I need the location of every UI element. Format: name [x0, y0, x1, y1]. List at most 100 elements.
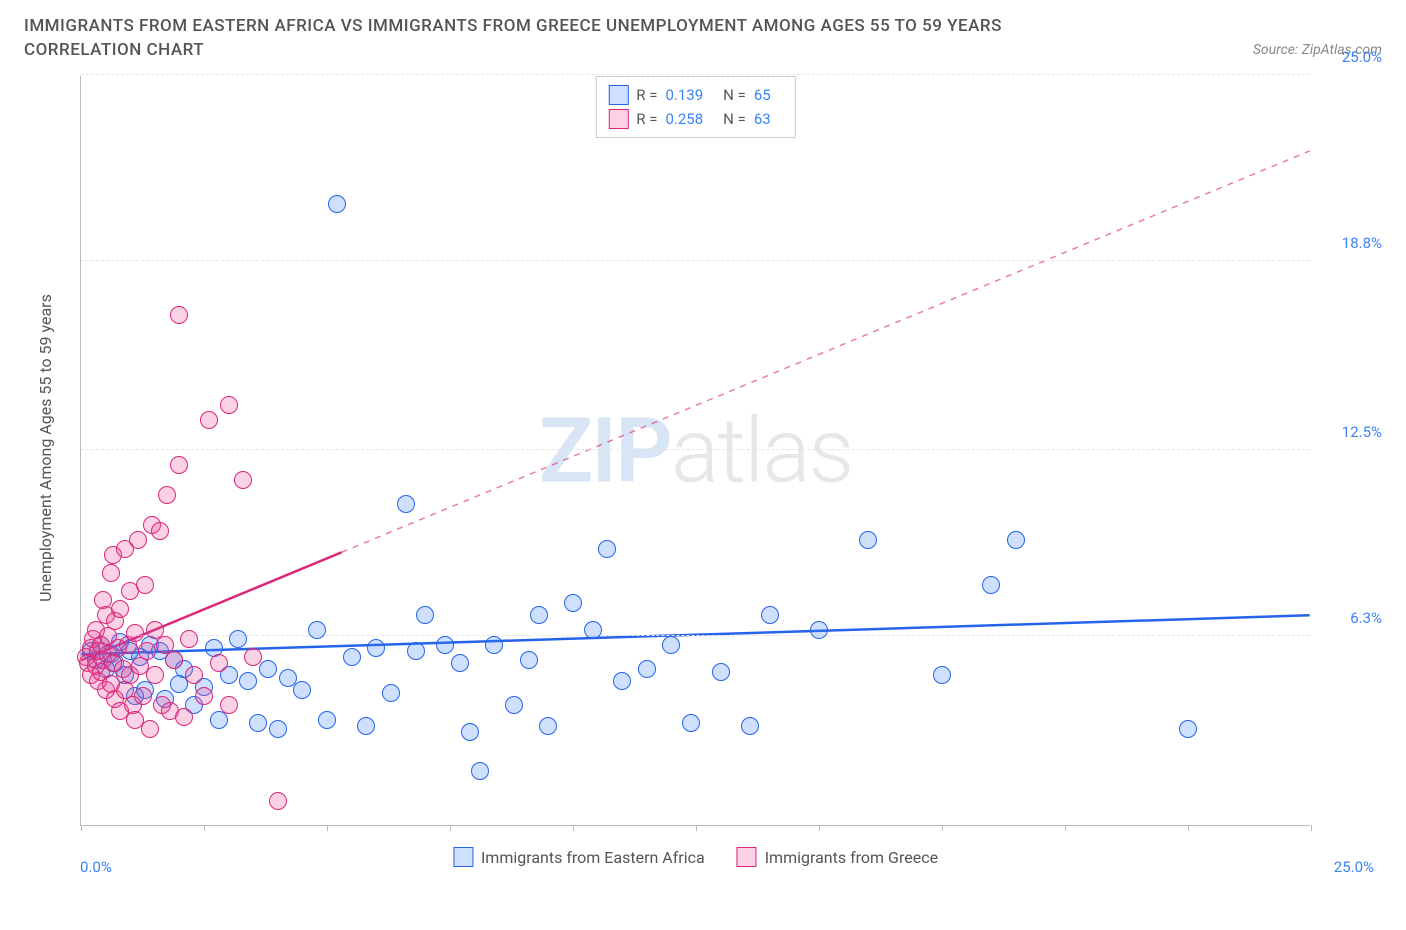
data-point — [249, 714, 267, 732]
gridline — [81, 635, 1310, 636]
data-point — [239, 672, 257, 690]
x-axis-min-label: 0.0% — [80, 858, 112, 876]
data-point — [129, 531, 147, 549]
data-point — [195, 687, 213, 705]
data-point — [175, 708, 193, 726]
data-point — [520, 651, 538, 669]
data-point — [269, 792, 287, 810]
data-point — [761, 606, 779, 624]
legend-label-series-1: Immigrants from Eastern Africa — [481, 848, 705, 867]
data-point — [471, 762, 489, 780]
data-point — [933, 666, 951, 684]
data-point — [141, 720, 159, 738]
data-point — [244, 648, 262, 666]
data-point — [180, 630, 198, 648]
x-tick-mark — [1311, 825, 1312, 831]
x-tick-mark — [204, 825, 205, 831]
data-point — [220, 696, 238, 714]
legend-swatch-series-1 — [608, 85, 628, 105]
data-point — [382, 684, 400, 702]
data-point — [982, 576, 1000, 594]
data-point — [200, 411, 218, 429]
data-point — [220, 396, 238, 414]
data-point — [584, 621, 602, 639]
y-tick-label: 12.5% — [1318, 423, 1382, 441]
gridline — [81, 449, 1310, 450]
x-tick-mark — [1188, 825, 1189, 831]
legend-r-value-1: 0.139 — [665, 86, 703, 104]
legend-r-label: R = — [636, 86, 657, 104]
legend-label-series-2: Immigrants from Greece — [765, 848, 938, 867]
legend-n-label: N = — [723, 110, 746, 128]
data-point — [151, 522, 169, 540]
data-point — [308, 621, 326, 639]
legend-stats: R = 0.139 N = 65 R = 0.258 N = 63 — [595, 76, 795, 138]
data-point — [564, 594, 582, 612]
data-point — [170, 306, 188, 324]
data-point — [234, 471, 252, 489]
subtitle-row: CORRELATION CHART Source: ZipAtlas.com — [24, 40, 1382, 60]
data-point — [505, 696, 523, 714]
trend-lines — [81, 76, 1310, 825]
legend-item-series-1: Immigrants from Eastern Africa — [453, 847, 705, 867]
legend-item-series-2: Immigrants from Greece — [737, 847, 938, 867]
data-point — [165, 651, 183, 669]
data-point — [598, 540, 616, 558]
legend-series: Immigrants from Eastern Africa Immigrant… — [453, 847, 938, 867]
data-point — [210, 654, 228, 672]
data-point — [269, 720, 287, 738]
y-tick-label: 25.0% — [1318, 48, 1382, 66]
data-point — [436, 636, 454, 654]
data-point — [328, 195, 346, 213]
data-point — [530, 606, 548, 624]
data-point — [210, 711, 228, 729]
data-point — [158, 486, 176, 504]
data-point — [682, 714, 700, 732]
x-tick-mark — [1065, 825, 1066, 831]
legend-n-label: N = — [723, 86, 746, 104]
data-point — [126, 624, 144, 642]
watermark-zip: ZIP — [539, 398, 671, 503]
chart-title: IMMIGRANTS FROM EASTERN AFRICA VS IMMIGR… — [24, 16, 1382, 36]
data-point — [859, 531, 877, 549]
data-point — [741, 717, 759, 735]
data-point — [485, 636, 503, 654]
data-point — [136, 576, 154, 594]
data-point — [357, 717, 375, 735]
legend-row-series-1: R = 0.139 N = 65 — [608, 83, 782, 107]
data-point — [461, 723, 479, 741]
data-point — [810, 621, 828, 639]
chart-container: Unemployment Among Ages 55 to 59 years R… — [24, 68, 1382, 888]
x-tick-mark — [942, 825, 943, 831]
legend-r-value-2: 0.258 — [665, 110, 703, 128]
legend-row-series-2: R = 0.258 N = 63 — [608, 107, 782, 131]
data-point — [407, 642, 425, 660]
x-tick-mark — [696, 825, 697, 831]
y-tick-label: 18.8% — [1318, 234, 1382, 252]
data-point — [539, 717, 557, 735]
y-tick-label: 6.3% — [1318, 609, 1382, 627]
data-point — [102, 564, 120, 582]
data-point — [170, 456, 188, 474]
data-point — [259, 660, 277, 678]
legend-n-value-1: 65 — [754, 86, 771, 104]
data-point — [451, 654, 469, 672]
data-point — [185, 666, 203, 684]
data-point — [146, 666, 164, 684]
plot-area: R = 0.139 N = 65 R = 0.258 N = 63 ZIPatl… — [80, 76, 1310, 826]
data-point — [1007, 531, 1025, 549]
data-point — [229, 630, 247, 648]
gridline — [81, 74, 1310, 75]
data-point — [367, 639, 385, 657]
data-point — [343, 648, 361, 666]
watermark: ZIPatlas — [539, 398, 852, 503]
data-point — [293, 681, 311, 699]
data-point — [712, 663, 730, 681]
x-axis-max-label: 25.0% — [1334, 858, 1374, 876]
legend-r-label: R = — [636, 110, 657, 128]
data-point — [318, 711, 336, 729]
legend-n-value-2: 63 — [754, 110, 771, 128]
watermark-atlas: atlas — [671, 398, 852, 503]
legend-swatch-series-1 — [453, 847, 473, 867]
x-tick-mark — [819, 825, 820, 831]
